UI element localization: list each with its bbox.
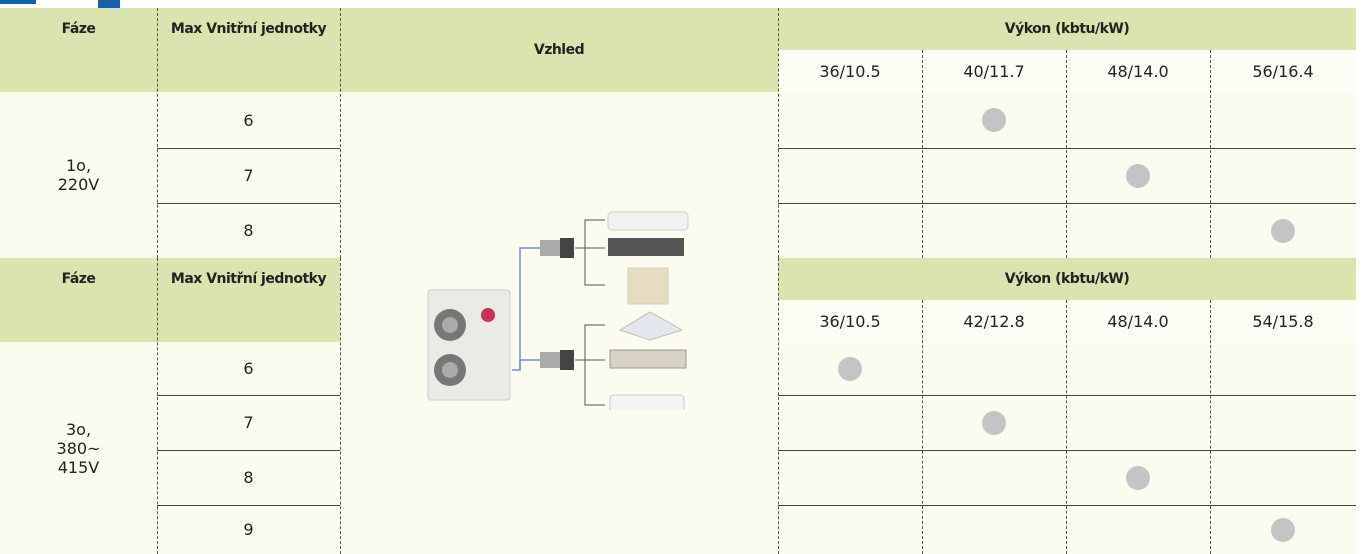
row-bg <box>778 505 1356 554</box>
phase-cell <box>0 342 157 554</box>
capacity-label: 56/16.4 <box>1210 50 1356 92</box>
column-divider <box>340 8 341 258</box>
column-divider <box>778 8 779 258</box>
row-bg <box>778 450 1356 505</box>
phase-text: 3o, 380~ 415V <box>0 342 157 554</box>
capacity-label: 36/10.5 <box>778 300 922 342</box>
phase-line: 220V <box>57 175 100 194</box>
column-divider <box>157 8 158 258</box>
top-accent <box>98 0 120 9</box>
header-bg <box>0 258 340 342</box>
capacity-label: 36/10.5 <box>778 50 922 92</box>
appearance-header: Vzhled <box>340 8 778 92</box>
capacity-label: 48/14.0 <box>1066 300 1210 342</box>
row-bg <box>778 342 1356 395</box>
column-divider <box>1066 50 1067 258</box>
column-divider <box>157 258 158 554</box>
row-line <box>778 395 1356 396</box>
capacity-label: 42/12.8 <box>922 300 1066 342</box>
row-line <box>778 450 1356 451</box>
capacity-dot <box>1271 517 1295 542</box>
capacity-dot <box>1126 465 1150 490</box>
column-divider <box>778 258 779 554</box>
column-divider <box>1210 300 1211 554</box>
row-bg <box>778 395 1356 450</box>
column-divider <box>1066 300 1067 554</box>
top-accent <box>0 0 36 4</box>
capacity-label: 48/14.0 <box>1066 50 1210 92</box>
max-units-header: Max Vnitřní jednotky <box>170 271 327 287</box>
max-units-cell: 6 <box>157 92 340 148</box>
capacity-label: 54/15.8 <box>1210 300 1356 342</box>
column-divider <box>1210 50 1211 258</box>
capacity-dot <box>1271 218 1295 243</box>
row-line <box>778 203 1356 204</box>
row-line <box>157 148 340 149</box>
phase-header: Fáze <box>61 271 96 287</box>
row-bg <box>778 203 1356 258</box>
phase-cell <box>0 92 157 258</box>
row-line <box>157 395 340 396</box>
max-units-header: Max Vnitřní jednotky <box>170 21 327 37</box>
max-units-cell: 6 <box>157 342 340 395</box>
max-units-cell: 7 <box>157 148 340 203</box>
capacity-dot <box>1126 163 1150 188</box>
max-units-cell: 8 <box>157 203 340 258</box>
phase-header: Fáze <box>61 21 96 37</box>
phase-line: 1o, <box>65 156 92 175</box>
row-line <box>157 203 340 204</box>
header-bg <box>0 8 340 92</box>
row-bg <box>778 92 1356 148</box>
column-divider <box>922 50 923 258</box>
phase-line: 3o, <box>65 419 92 439</box>
capacity-header: Výkon (kbtu/kW) <box>778 258 1356 300</box>
row-line <box>778 505 1356 506</box>
phase-text: 1o, 220V <box>0 92 157 258</box>
capacity-dot <box>982 108 1006 132</box>
phase-line: 380~ <box>56 438 101 458</box>
product-illustration <box>427 211 689 410</box>
capacity-dot <box>838 356 862 381</box>
row-line <box>157 505 340 506</box>
row-line <box>157 450 340 451</box>
phase-line: 415V <box>57 457 100 477</box>
capacity-dot <box>982 410 1006 435</box>
max-units-cell: 9 <box>157 505 340 554</box>
appearance-cell <box>340 92 778 554</box>
column-divider <box>340 258 341 554</box>
column-divider <box>922 300 923 554</box>
max-units-cell: 7 <box>157 395 340 450</box>
capacity-header: Výkon (kbtu/kW) <box>778 8 1356 50</box>
max-units-cell: 8 <box>157 450 340 505</box>
capacity-label: 40/11.7 <box>922 50 1066 92</box>
row-line <box>778 148 1356 149</box>
row-bg <box>778 148 1356 203</box>
